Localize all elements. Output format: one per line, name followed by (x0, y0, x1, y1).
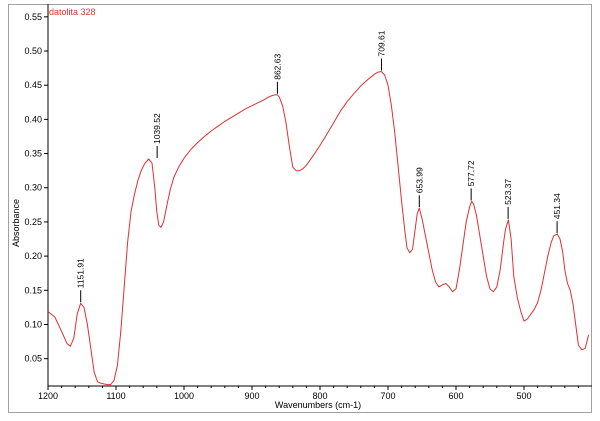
x-tick-label: 1000 (174, 391, 194, 401)
peak-label: 653.99 (414, 167, 424, 193)
y-tick-label: 0.50 (24, 46, 42, 56)
y-tick-label: 0.40 (24, 114, 42, 124)
peak-label: 523.37 (503, 179, 513, 205)
y-tick-label: 0.30 (24, 183, 42, 193)
x-tick-label: 900 (244, 391, 259, 401)
peak-label: 577.72 (466, 160, 476, 186)
x-tick-label: 1100 (106, 391, 125, 401)
y-tick-label: 0.20 (24, 251, 42, 261)
y-tick-label: 0.55 (24, 12, 42, 22)
y-tick-label: 0.10 (24, 319, 42, 329)
peak-label: 1151.91 (76, 258, 86, 288)
peak-labels: 1151.91 1039.52 862.63 709.61 653.99 577.72 52… (76, 30, 562, 303)
x-tick-label: 600 (448, 391, 463, 401)
x-tick-label: 500 (516, 391, 531, 401)
y-tick-label: 0.15 (24, 285, 42, 295)
peak-label: 1039.52 (152, 113, 162, 144)
x-tick-label: 800 (312, 391, 327, 401)
x-tick-label: 700 (380, 391, 395, 401)
legend-label: datolita 328 (49, 7, 96, 17)
y-tick-label: 0.35 (24, 149, 42, 159)
y-axis-title: Absorbance (11, 199, 21, 247)
y-tick-label: 0.45 (24, 80, 42, 90)
peak-label: 451.34 (552, 193, 562, 219)
x-tick-label: 1200 (38, 391, 58, 401)
x-axis-title: Wavenumbers (cm-1) (275, 400, 361, 410)
y-tick-label: 0.25 (24, 217, 42, 227)
y-tick-label: 0.05 (24, 354, 42, 364)
axes: 0.05 0.10 0.15 0.20 0.25 0.30 0.35 0.40 0.45 0.50… (24, 4, 592, 401)
peak-label: 709.61 (376, 30, 386, 56)
series-layer (47, 71, 590, 386)
series-line-1 (47, 71, 590, 386)
plot-frame (8, 4, 592, 413)
peak-label: 862.63 (272, 54, 282, 80)
